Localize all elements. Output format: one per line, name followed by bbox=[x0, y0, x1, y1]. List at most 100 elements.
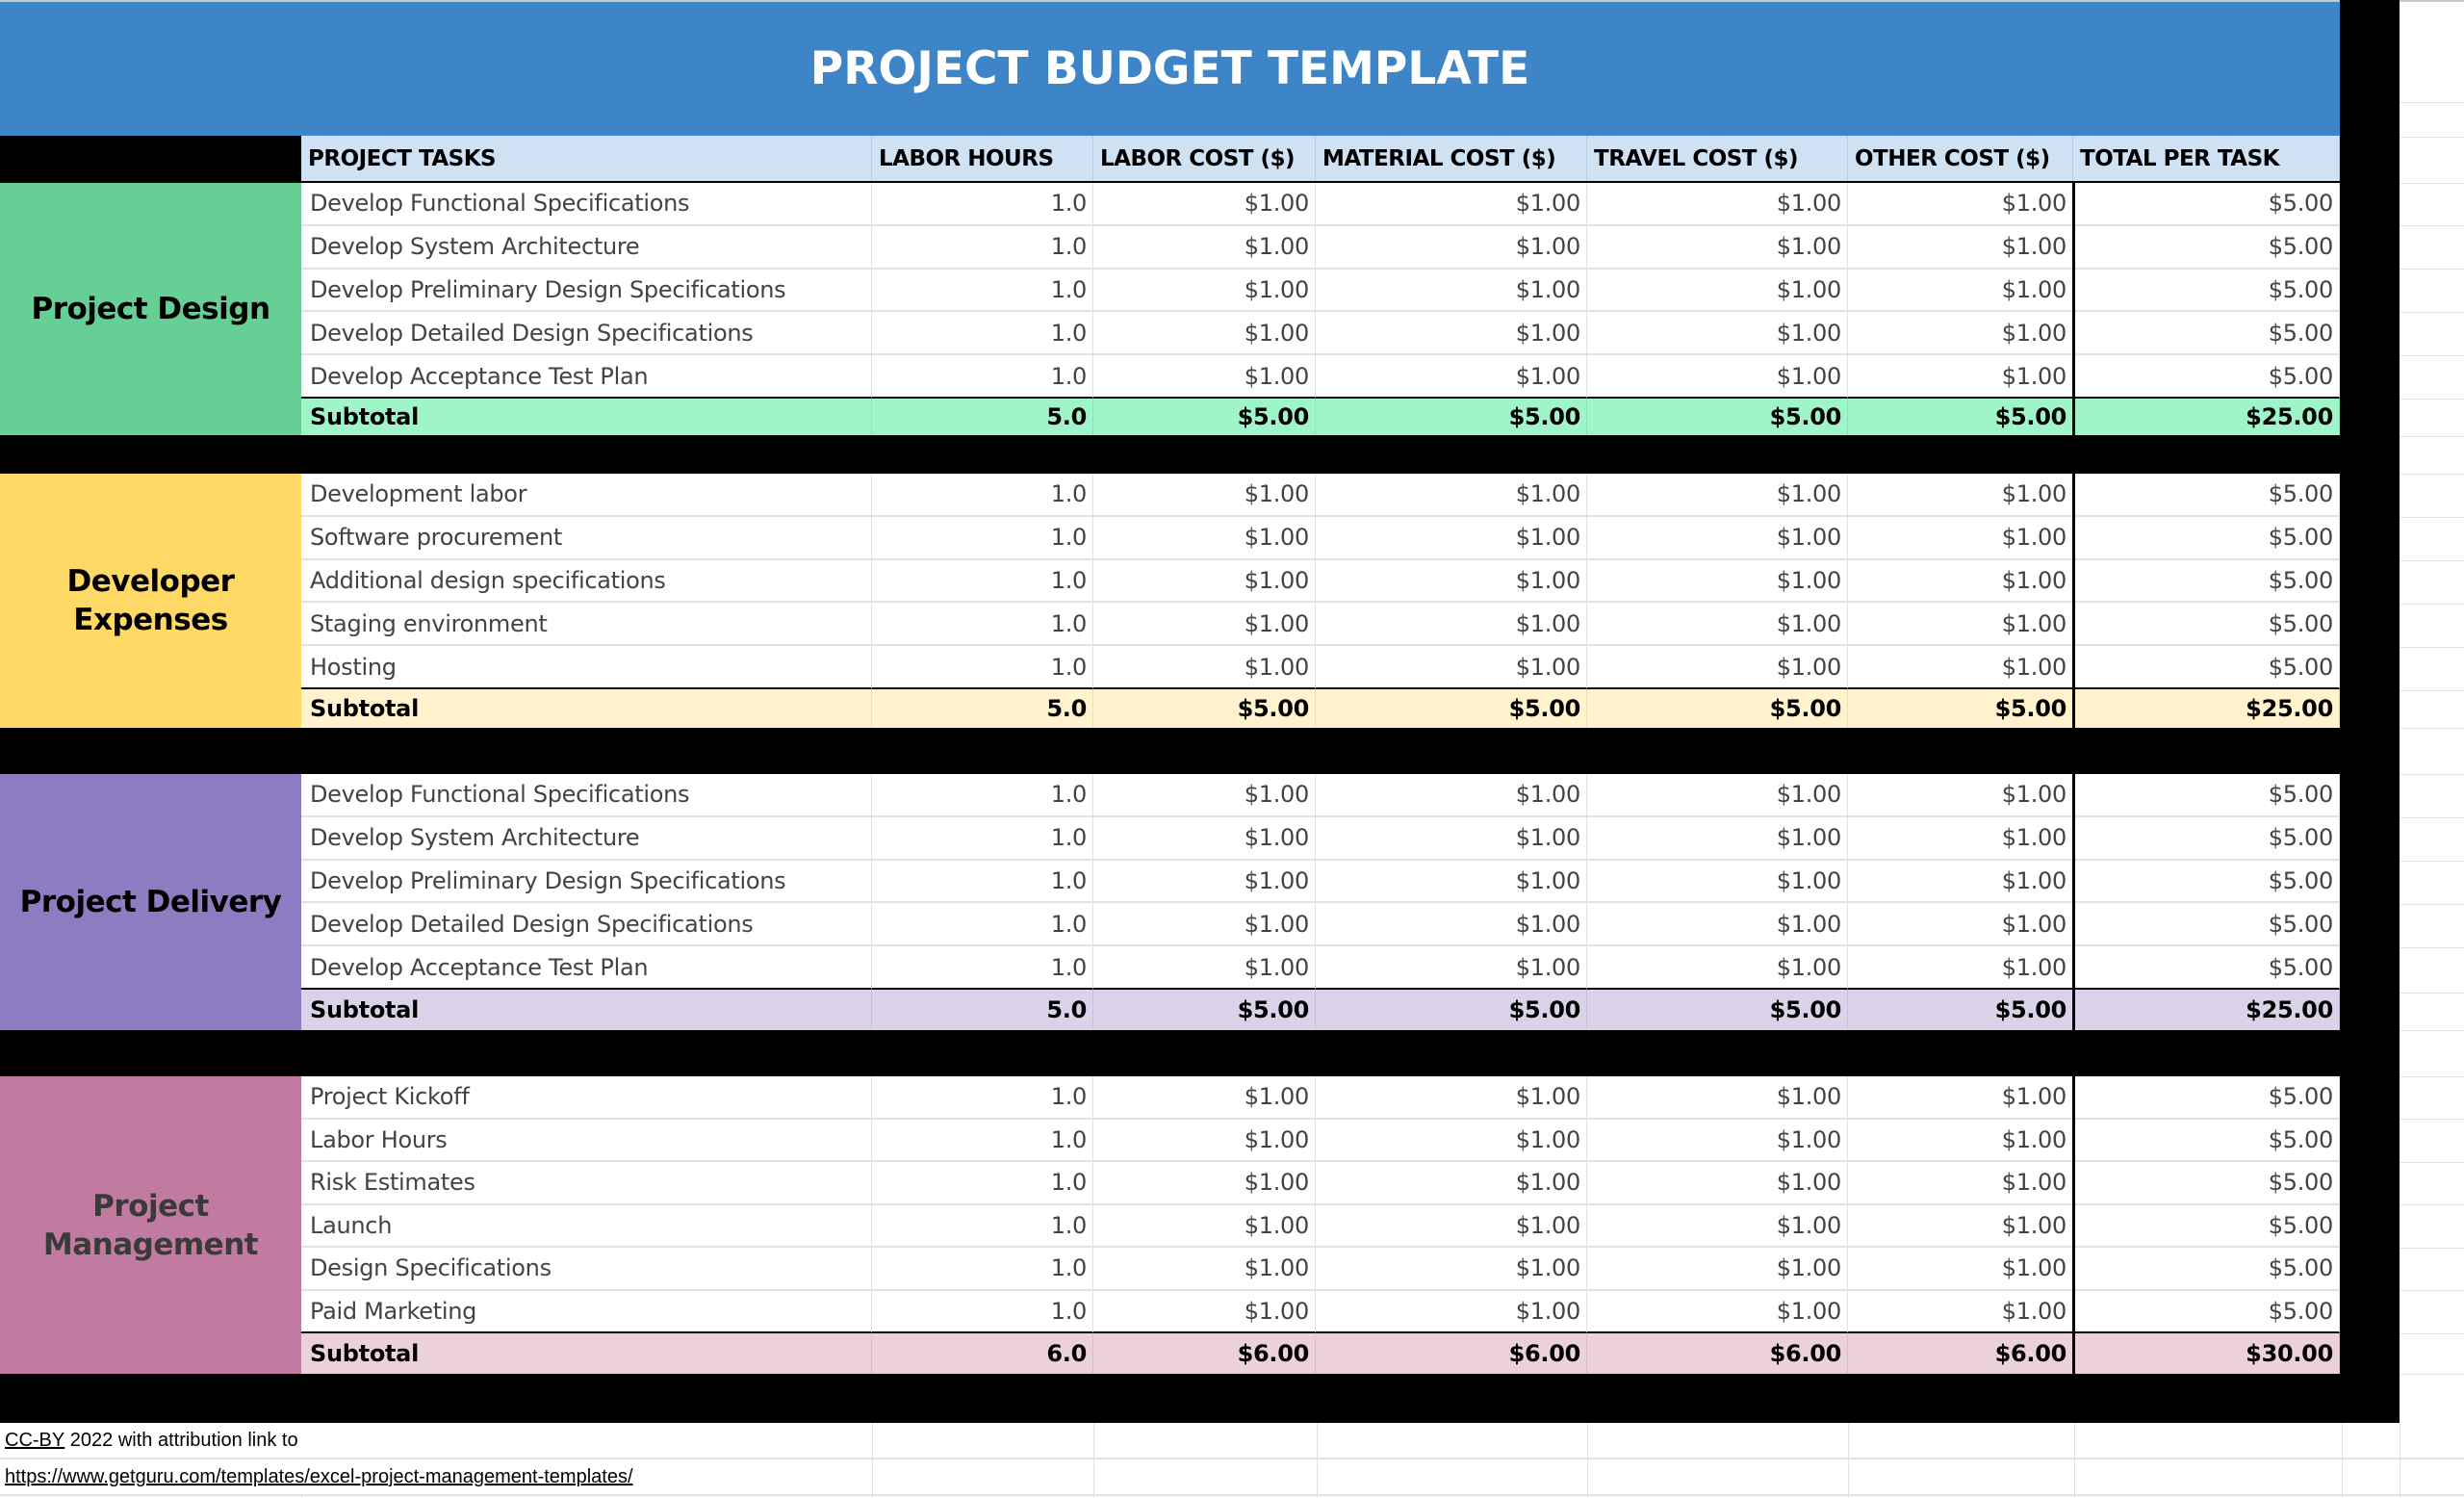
cell-labor-hours[interactable]: 1.0 bbox=[872, 1162, 1093, 1205]
cell-other-cost[interactable]: $1.00 bbox=[1848, 1204, 2073, 1248]
cell-project-tasks[interactable]: Labor Hours bbox=[301, 1119, 872, 1162]
cell-material-cost[interactable]: $1.00 bbox=[1316, 1119, 1587, 1162]
cell-labor-cost[interactable]: $1.00 bbox=[1093, 903, 1316, 947]
cell-travel-cost[interactable]: $1.00 bbox=[1587, 1248, 1848, 1291]
cell-other-cost[interactable]: $1.00 bbox=[1848, 1248, 2073, 1291]
cell-total-per-task[interactable]: $5.00 bbox=[2073, 646, 2340, 689]
cell-travel-cost[interactable]: $1.00 bbox=[1587, 1076, 1848, 1120]
cell-other-cost[interactable]: $1.00 bbox=[1848, 946, 2073, 990]
cell-travel-cost[interactable]: $1.00 bbox=[1587, 559, 1848, 604]
cell-project-tasks[interactable]: Develop Preliminary Design Specification… bbox=[301, 860, 872, 904]
cell-other-cost[interactable]: $1.00 bbox=[1848, 646, 2073, 689]
cell-other-cost[interactable]: $1.00 bbox=[1848, 559, 2073, 604]
cell-project-tasks[interactable]: Develop Detailed Design Specifications bbox=[301, 903, 872, 947]
cell-material-cost[interactable]: $1.00 bbox=[1316, 1162, 1587, 1205]
cell-other-cost[interactable]: $1.00 bbox=[1848, 225, 2073, 270]
subtotal-other-cost[interactable]: $6.00 bbox=[1848, 1333, 2073, 1374]
cell-other-cost[interactable]: $1.00 bbox=[1848, 355, 2073, 399]
subtotal-total-per-task[interactable]: $25.00 bbox=[2073, 990, 2340, 1030]
cell-material-cost[interactable]: $1.00 bbox=[1316, 774, 1587, 817]
cell-labor-cost[interactable]: $1.00 bbox=[1093, 516, 1316, 560]
cell-labor-hours[interactable]: 1.0 bbox=[872, 516, 1093, 560]
cell-material-cost[interactable]: $1.00 bbox=[1316, 1290, 1587, 1333]
cell-labor-cost[interactable]: $1.00 bbox=[1093, 1204, 1316, 1248]
cell-material-cost[interactable]: $1.00 bbox=[1316, 183, 1587, 226]
cell-total-per-task[interactable]: $5.00 bbox=[2073, 603, 2340, 647]
subtotal-other-cost[interactable]: $5.00 bbox=[1848, 689, 2073, 728]
cell-labor-cost[interactable]: $1.00 bbox=[1093, 1248, 1316, 1291]
cell-other-cost[interactable]: $1.00 bbox=[1848, 1162, 2073, 1205]
cell-material-cost[interactable]: $1.00 bbox=[1316, 646, 1587, 689]
cell-total-per-task[interactable]: $5.00 bbox=[2073, 516, 2340, 560]
cell-travel-cost[interactable]: $1.00 bbox=[1587, 860, 1848, 904]
cell-material-cost[interactable]: $1.00 bbox=[1316, 1076, 1587, 1120]
cell-project-tasks[interactable]: Hosting bbox=[301, 646, 872, 689]
cell-project-tasks[interactable]: Develop System Architecture bbox=[301, 225, 872, 270]
cell-labor-hours[interactable]: 1.0 bbox=[872, 816, 1093, 861]
cell-material-cost[interactable]: $1.00 bbox=[1316, 559, 1587, 604]
cell-labor-cost[interactable]: $1.00 bbox=[1093, 646, 1316, 689]
cell-total-per-task[interactable]: $5.00 bbox=[2073, 183, 2340, 226]
column-header-other-cost[interactable]: OTHER COST ($) bbox=[1848, 136, 2073, 181]
cell-project-tasks[interactable]: Develop Functional Specifications bbox=[301, 183, 872, 226]
cell-material-cost[interactable]: $1.00 bbox=[1316, 516, 1587, 560]
cell-travel-cost[interactable]: $1.00 bbox=[1587, 1290, 1848, 1333]
cell-labor-cost[interactable]: $1.00 bbox=[1093, 269, 1316, 313]
subtotal-labor-cost[interactable]: $5.00 bbox=[1093, 399, 1316, 435]
cell-material-cost[interactable]: $1.00 bbox=[1316, 816, 1587, 861]
cell-project-tasks[interactable]: Develop Acceptance Test Plan bbox=[301, 946, 872, 990]
subtotal-material-cost[interactable]: $6.00 bbox=[1316, 1333, 1587, 1374]
cell-project-tasks[interactable]: Paid Marketing bbox=[301, 1290, 872, 1333]
subtotal-travel-cost[interactable]: $5.00 bbox=[1587, 990, 1848, 1030]
cell-total-per-task[interactable]: $5.00 bbox=[2073, 903, 2340, 947]
subtotal-labor-cost[interactable]: $5.00 bbox=[1093, 689, 1316, 728]
cell-total-per-task[interactable]: $5.00 bbox=[2073, 474, 2340, 517]
cell-material-cost[interactable]: $1.00 bbox=[1316, 903, 1587, 947]
cell-travel-cost[interactable]: $1.00 bbox=[1587, 269, 1848, 313]
subtotal-labor-hours[interactable]: 5.0 bbox=[872, 399, 1093, 435]
subtotal-travel-cost[interactable]: $5.00 bbox=[1587, 689, 1848, 728]
cell-project-tasks[interactable]: Additional design specifications bbox=[301, 559, 872, 604]
cell-material-cost[interactable]: $1.00 bbox=[1316, 946, 1587, 990]
cell-labor-hours[interactable]: 1.0 bbox=[872, 225, 1093, 270]
cell-labor-cost[interactable]: $1.00 bbox=[1093, 816, 1316, 861]
cell-total-per-task[interactable]: $5.00 bbox=[2073, 1248, 2340, 1291]
column-header-travel-cost[interactable]: TRAVEL COST ($) bbox=[1587, 136, 1848, 181]
cell-travel-cost[interactable]: $1.00 bbox=[1587, 1162, 1848, 1205]
cell-travel-cost[interactable]: $1.00 bbox=[1587, 603, 1848, 647]
cell-labor-cost[interactable]: $1.00 bbox=[1093, 603, 1316, 647]
cell-other-cost[interactable]: $1.00 bbox=[1848, 860, 2073, 904]
cell-labor-hours[interactable]: 1.0 bbox=[872, 603, 1093, 647]
cell-labor-cost[interactable]: $1.00 bbox=[1093, 1162, 1316, 1205]
cell-project-tasks[interactable]: Software procurement bbox=[301, 516, 872, 560]
cell-material-cost[interactable]: $1.00 bbox=[1316, 474, 1587, 517]
cell-other-cost[interactable]: $1.00 bbox=[1848, 903, 2073, 947]
cell-labor-hours[interactable]: 1.0 bbox=[872, 646, 1093, 689]
cell-travel-cost[interactable]: $1.00 bbox=[1587, 1204, 1848, 1248]
section-label[interactable]: Project Design bbox=[0, 183, 301, 435]
cell-labor-hours[interactable]: 1.0 bbox=[872, 1248, 1093, 1291]
subtotal-other-cost[interactable]: $5.00 bbox=[1848, 399, 2073, 435]
cell-total-per-task[interactable]: $5.00 bbox=[2073, 1076, 2340, 1120]
cell-travel-cost[interactable]: $1.00 bbox=[1587, 646, 1848, 689]
cell-other-cost[interactable]: $1.00 bbox=[1848, 312, 2073, 356]
subtotal-project-tasks[interactable]: Subtotal bbox=[301, 1333, 872, 1374]
cell-travel-cost[interactable]: $1.00 bbox=[1587, 774, 1848, 817]
cell-total-per-task[interactable]: $5.00 bbox=[2073, 1162, 2340, 1205]
subtotal-material-cost[interactable]: $5.00 bbox=[1316, 399, 1587, 435]
cell-material-cost[interactable]: $1.00 bbox=[1316, 1204, 1587, 1248]
cell-labor-cost[interactable]: $1.00 bbox=[1093, 559, 1316, 604]
subtotal-project-tasks[interactable]: Subtotal bbox=[301, 399, 872, 435]
cell-labor-cost[interactable]: $1.00 bbox=[1093, 225, 1316, 270]
subtotal-total-per-task[interactable]: $25.00 bbox=[2073, 689, 2340, 728]
column-header-labor-hours[interactable]: LABOR HOURS bbox=[872, 136, 1093, 181]
cell-travel-cost[interactable]: $1.00 bbox=[1587, 1119, 1848, 1162]
subtotal-project-tasks[interactable]: Subtotal bbox=[301, 990, 872, 1030]
cell-material-cost[interactable]: $1.00 bbox=[1316, 355, 1587, 399]
subtotal-labor-cost[interactable]: $6.00 bbox=[1093, 1333, 1316, 1374]
cell-material-cost[interactable]: $1.00 bbox=[1316, 225, 1587, 270]
cell-labor-hours[interactable]: 1.0 bbox=[872, 774, 1093, 817]
subtotal-labor-cost[interactable]: $5.00 bbox=[1093, 990, 1316, 1030]
cell-travel-cost[interactable]: $1.00 bbox=[1587, 903, 1848, 947]
column-header-material-cost[interactable]: MATERIAL COST ($) bbox=[1316, 136, 1587, 181]
